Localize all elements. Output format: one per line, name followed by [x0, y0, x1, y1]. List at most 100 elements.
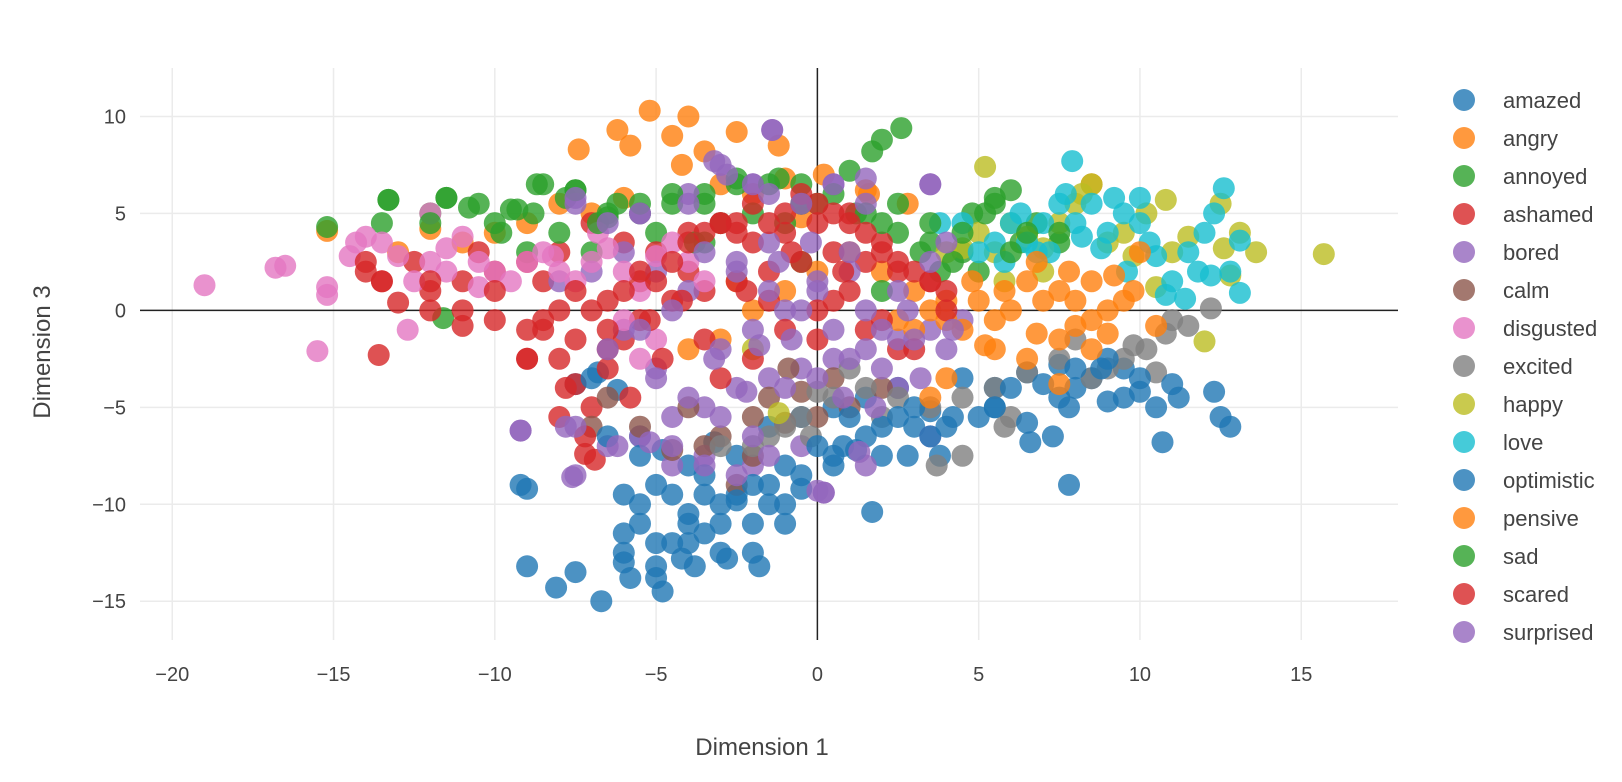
data-point-ashamed[interactable] [774, 221, 797, 244]
legend-item-love[interactable]: love [1453, 430, 1543, 455]
data-point-angry[interactable] [619, 134, 642, 157]
data-point-scared[interactable] [741, 192, 764, 215]
data-point-sad[interactable] [693, 192, 716, 215]
data-point-disgusted[interactable] [451, 225, 474, 248]
data-point-ashamed[interactable] [419, 299, 442, 322]
data-point-amazed[interactable] [725, 444, 748, 467]
data-point-surprised[interactable] [761, 119, 784, 141]
data-point-disgusted[interactable] [345, 231, 368, 254]
data-point-disgusted[interactable] [645, 328, 668, 351]
data-point-optimistic[interactable] [1112, 386, 1135, 409]
data-point-love[interactable] [1199, 264, 1222, 287]
data-point-excited[interactable] [983, 376, 1006, 399]
data-point-surprised[interactable] [919, 173, 942, 196]
data-point-amazed[interactable] [1219, 415, 1242, 438]
data-point-surprised[interactable] [564, 415, 587, 438]
data-point-bored[interactable] [661, 406, 684, 428]
legend-item-angry[interactable]: angry [1453, 126, 1558, 151]
data-point-amazed[interactable] [1041, 425, 1064, 448]
data-point-pensive[interactable] [1096, 322, 1119, 345]
data-point-sad[interactable] [377, 188, 400, 211]
data-point-ashamed[interactable] [822, 289, 845, 312]
data-point-pensive[interactable] [1048, 280, 1071, 302]
data-point-disgusted[interactable] [435, 237, 458, 260]
data-point-disgusted[interactable] [677, 250, 700, 273]
data-point-annoyed[interactable] [870, 280, 893, 302]
data-point-optimistic[interactable] [1128, 367, 1151, 390]
data-point-disgusted[interactable] [419, 250, 442, 273]
data-point-surprised[interactable] [725, 260, 748, 283]
data-point-sad[interactable] [435, 186, 458, 209]
data-point-disgusted[interactable] [387, 245, 410, 268]
data-point-scared[interactable] [677, 231, 700, 254]
data-point-calm[interactable] [777, 357, 800, 380]
data-point-disgusted[interactable] [499, 270, 522, 293]
data-point-surprised[interactable] [854, 192, 877, 215]
data-point-scared[interactable] [596, 357, 619, 380]
data-point-scared[interactable] [564, 280, 587, 302]
data-point-amazed[interactable] [1151, 431, 1174, 454]
data-point-annoyed[interactable] [645, 221, 668, 244]
data-point-amazed[interactable] [758, 493, 780, 516]
data-point-surprised[interactable] [780, 328, 803, 351]
data-point-disgusted[interactable] [467, 250, 490, 273]
data-point-happy[interactable] [974, 155, 997, 178]
data-point-angry[interactable] [774, 280, 797, 302]
data-point-surprised[interactable] [709, 406, 732, 428]
data-point-love[interactable] [1212, 177, 1235, 200]
data-point-optimistic[interactable] [1032, 373, 1055, 396]
data-point-ashamed[interactable] [483, 309, 506, 332]
data-point-happy[interactable] [767, 402, 790, 425]
data-point-optimistic[interactable] [967, 406, 990, 428]
data-point-surprised[interactable] [703, 347, 726, 370]
data-point-optimistic[interactable] [677, 512, 700, 535]
data-point-love[interactable] [1070, 225, 1093, 248]
data-point-disgusted[interactable] [403, 270, 426, 293]
data-point-pensive[interactable] [1064, 289, 1087, 312]
data-point-sad[interactable] [887, 192, 909, 215]
data-point-surprised[interactable] [677, 192, 700, 215]
data-point-surprised[interactable] [832, 386, 855, 409]
data-point-scared[interactable] [483, 280, 506, 302]
data-point-amazed[interactable] [516, 477, 539, 500]
data-point-calm[interactable] [870, 376, 893, 399]
data-point-ashamed[interactable] [548, 347, 571, 370]
data-point-scared[interactable] [774, 202, 797, 225]
data-point-pensive[interactable] [983, 309, 1006, 332]
data-point-amazed[interactable] [774, 512, 797, 535]
data-point-surprised[interactable] [799, 231, 822, 254]
data-point-bored[interactable] [854, 167, 877, 190]
data-point-scared[interactable] [661, 250, 684, 273]
data-point-disgusted[interactable] [629, 347, 651, 370]
data-point-bored[interactable] [758, 367, 780, 390]
data-point-happy[interactable] [967, 221, 990, 244]
data-point-scared[interactable] [548, 299, 571, 322]
data-point-ashamed[interactable] [367, 344, 390, 366]
data-point-ashamed[interactable] [596, 289, 619, 312]
data-point-surprised[interactable] [941, 318, 964, 341]
data-point-pensive[interactable] [1096, 299, 1119, 322]
legend-item-surprised[interactable]: surprised [1453, 620, 1593, 645]
data-point-bored[interactable] [693, 396, 716, 419]
data-point-disgusted[interactable] [435, 260, 458, 283]
data-point-optimistic[interactable] [683, 555, 706, 578]
data-point-pensive[interactable] [1016, 270, 1039, 293]
data-point-love[interactable] [1193, 221, 1216, 244]
data-point-pensive[interactable] [1058, 260, 1080, 283]
data-point-pensive[interactable] [935, 367, 958, 390]
data-point-optimistic[interactable] [725, 489, 748, 512]
data-point-surprised[interactable] [638, 431, 661, 454]
data-point-disgusted[interactable] [629, 280, 651, 302]
data-point-scared[interactable] [806, 192, 829, 215]
data-point-amazed[interactable] [693, 483, 716, 506]
data-point-optimistic[interactable] [887, 406, 909, 428]
legend-item-sad[interactable]: sad [1453, 544, 1538, 569]
data-point-excited[interactable] [1122, 334, 1145, 357]
data-point-bored[interactable] [661, 454, 684, 477]
data-point-happy[interactable] [1112, 221, 1135, 244]
data-point-scared[interactable] [580, 299, 603, 322]
data-point-surprised[interactable] [919, 250, 942, 273]
data-point-scared[interactable] [806, 299, 829, 322]
data-point-excited[interactable] [951, 386, 974, 409]
data-point-surprised[interactable] [629, 318, 651, 341]
